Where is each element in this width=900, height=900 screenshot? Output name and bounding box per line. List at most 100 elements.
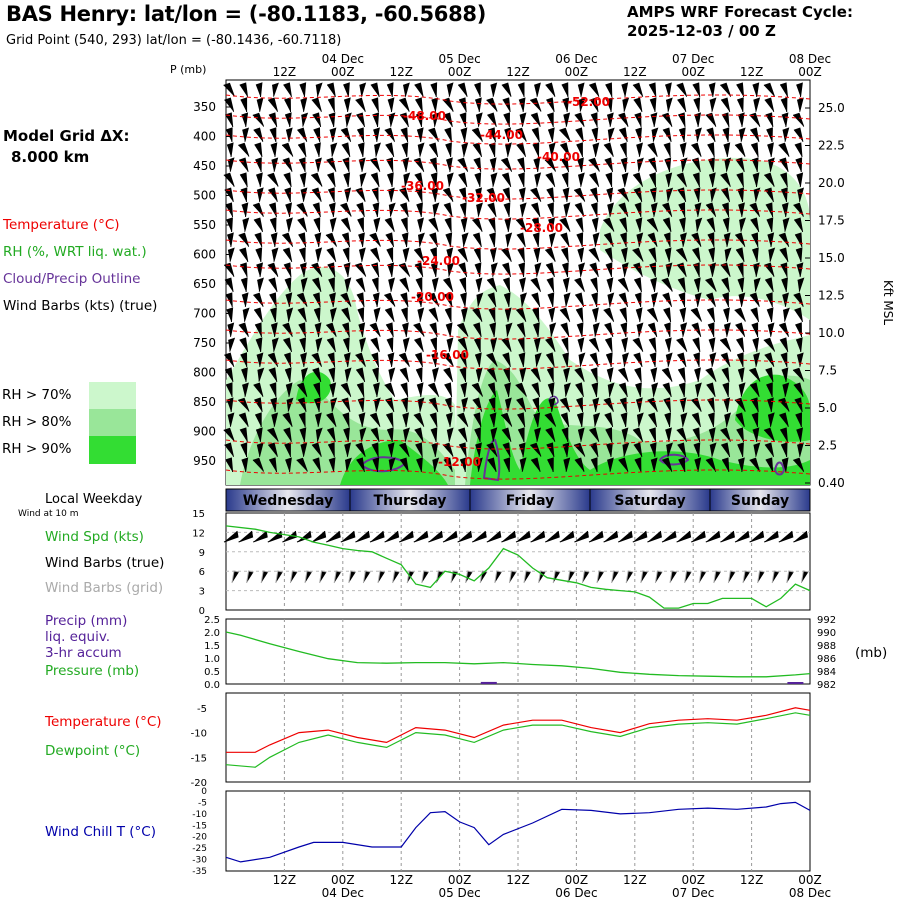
wind-barb	[386, 412, 394, 428]
wind-barb	[487, 382, 496, 398]
wind-barb	[753, 442, 761, 457]
wind-barb	[592, 232, 600, 247]
wind-barb	[735, 157, 745, 172]
wind-barb	[647, 307, 659, 322]
wind-barb	[357, 217, 364, 232]
wind-barb	[607, 292, 615, 307]
wind-barb	[342, 247, 350, 263]
wind-barb	[300, 187, 308, 202]
wind-barb	[387, 262, 395, 277]
wind-barb	[577, 172, 585, 187]
wind-barb	[431, 187, 439, 202]
wind-barb	[575, 307, 584, 323]
wind-barb	[590, 187, 599, 203]
wind-barb	[400, 292, 409, 308]
wind-barb	[282, 247, 293, 262]
temperature-contour	[225, 94, 811, 105]
temperature-contour	[225, 134, 811, 145]
surface-wind-barb	[559, 530, 575, 543]
wind-barb	[417, 142, 425, 157]
height-tick-label: 5.0	[818, 401, 837, 415]
wind-barb	[428, 382, 440, 397]
wind-barb	[432, 202, 440, 217]
wind-barb	[447, 262, 455, 277]
wind-barb	[224, 277, 234, 292]
wind-barb	[269, 202, 277, 218]
wind-barb	[706, 217, 716, 232]
date-label-bottom: 07 Dec	[672, 886, 714, 900]
wind-barb	[238, 412, 249, 427]
surface-wind-barb	[661, 530, 677, 543]
wind-barb	[474, 172, 482, 188]
wind-barb	[676, 427, 687, 442]
wind-barb	[693, 277, 701, 292]
wind-barb	[779, 247, 789, 262]
wind-barb	[679, 307, 687, 322]
wind-barb	[736, 262, 744, 278]
wind-barb	[589, 172, 600, 187]
model-grid-value: 8.000 km	[11, 148, 90, 166]
wind-barb	[547, 202, 554, 218]
wind-barb	[734, 142, 746, 157]
wind-barb	[573, 442, 586, 457]
temperature-contour-label: -16.00	[426, 348, 469, 362]
wind-barb	[239, 427, 248, 443]
wind-barbs-true-legend: Wind Barbs (true)	[45, 555, 165, 571]
temperature-contour	[225, 399, 811, 410]
wind-barb	[369, 412, 381, 427]
wind-barb	[371, 262, 380, 278]
wind-barbs-grid-legend: Wind Barbs (grid)	[45, 580, 164, 596]
wind-barb	[445, 412, 453, 427]
wind-barb	[576, 322, 584, 338]
wind-barb	[589, 82, 600, 97]
wind-barb	[328, 202, 336, 217]
wind-barb	[315, 157, 322, 172]
wind-barb	[533, 412, 541, 427]
wind-barb	[417, 232, 425, 247]
wind-barb	[646, 217, 659, 232]
wind-barb	[782, 307, 790, 322]
wind-barb	[487, 112, 497, 127]
wind-barb	[384, 307, 395, 322]
wind-barb	[402, 412, 410, 427]
wind-barb	[590, 112, 598, 128]
wind-barb	[620, 322, 628, 338]
wind-barb	[489, 157, 497, 172]
wind-barb	[503, 292, 511, 308]
wind-barb	[284, 277, 292, 293]
wind-barb	[255, 247, 263, 263]
wind-barb	[632, 427, 644, 442]
dewpoint-line	[225, 712, 811, 768]
wind-barb	[402, 82, 410, 97]
pressure-right-tick-label: 984	[817, 667, 836, 678]
wind-barb	[530, 457, 541, 472]
wind-barb	[559, 307, 571, 322]
wind-barb	[386, 427, 394, 443]
wind-barb	[752, 337, 760, 352]
wind-barb	[311, 172, 323, 187]
wind-barb	[662, 382, 672, 397]
wind-barb	[443, 292, 453, 307]
wind-barb	[299, 247, 306, 263]
wind-barb	[604, 247, 613, 263]
wind-barb	[299, 172, 307, 187]
wind-barb	[665, 352, 673, 367]
wind-speed-line	[225, 525, 811, 609]
wind-barb	[490, 337, 498, 352]
wind-barb	[313, 307, 321, 323]
surface-wind-barb	[472, 530, 487, 543]
wind-barb	[270, 307, 277, 323]
precip-tick-label: 1.0	[204, 654, 220, 665]
wind-barb	[720, 172, 731, 187]
wind-barb	[548, 217, 555, 232]
height-tick-label: 10.0	[818, 326, 845, 340]
wind-barb	[501, 82, 512, 97]
wind-barb	[693, 187, 701, 203]
wind-barb	[400, 127, 409, 143]
surface-wind-barb	[749, 530, 765, 543]
wind-barb	[285, 457, 292, 472]
surface-wind-barb	[691, 530, 706, 543]
wind-barb	[618, 367, 629, 382]
wind-barb-legend: Wind Barbs (kts) (true)	[3, 298, 158, 314]
wind-barb	[444, 307, 452, 322]
